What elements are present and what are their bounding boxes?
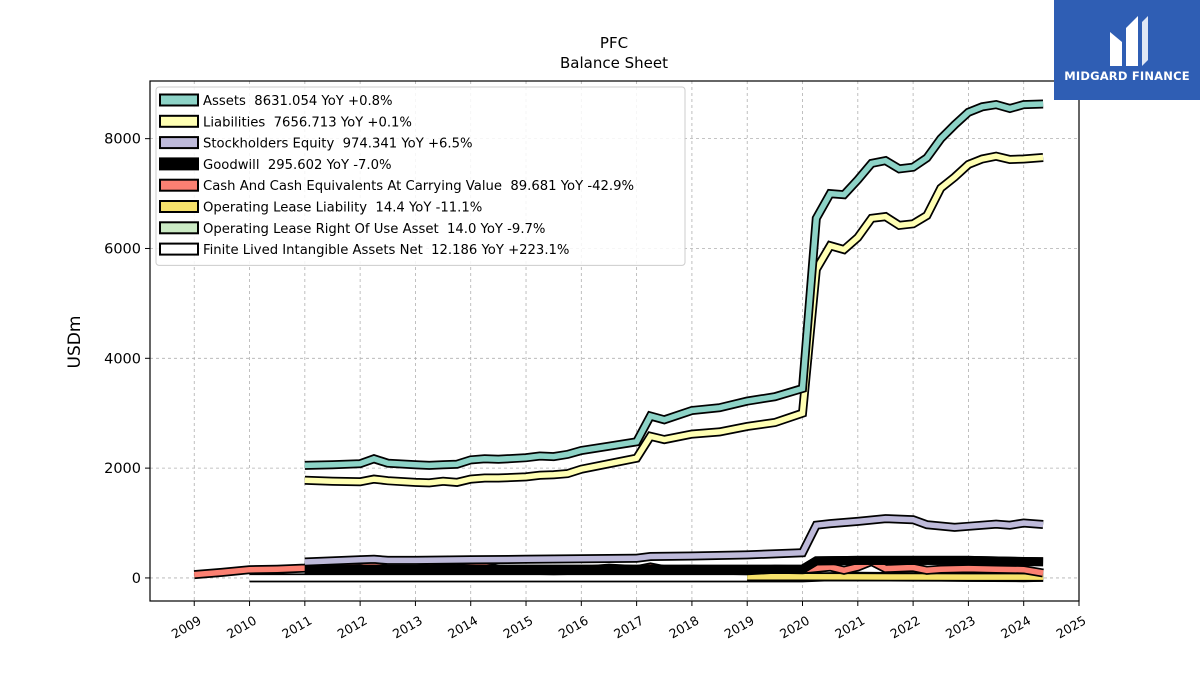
legend-swatch (159, 114, 199, 128)
legend-swatch (159, 178, 199, 192)
legend-label: Assets 8631.054 YoY +0.8% (203, 94, 393, 109)
chart-title: PFC (600, 34, 628, 52)
x-tick-label: 2013 (390, 613, 425, 642)
series-line (304, 99, 1044, 470)
y-axis-ticks: 0 2000 4000 6000 8000 (104, 132, 150, 587)
legend-swatch (159, 242, 199, 256)
legend: Assets 8631.054 YoY +0.8% Liabilities 765… (155, 86, 686, 266)
brand-name: MIDGARD FINANCE (1064, 69, 1190, 83)
x-tick-label: 2018 (666, 613, 701, 642)
x-tick-label: 2020 (777, 613, 812, 642)
x-tick-label: 2023 (943, 613, 978, 642)
x-tick-label: 2022 (888, 613, 923, 642)
series-line-fill (304, 515, 1044, 565)
legend-label: Stockholders Equity 974.341 YoY +6.5% (203, 137, 473, 152)
series-line-fill (304, 153, 1044, 486)
legend-box (155, 86, 686, 266)
y-tick-label: 8000 (104, 132, 141, 148)
legend-label: Operating Lease Right Of Use Asset 14.0 … (203, 222, 545, 237)
x-tick-label: 2011 (279, 613, 314, 642)
legend-label: Cash And Cash Equivalents At Carrying Va… (203, 179, 634, 194)
x-tick-label: 2012 (335, 613, 370, 642)
series-line-fill (304, 101, 1044, 469)
legend-label: Goodwill 295.602 YoY -7.0% (203, 158, 392, 173)
x-tick-label: 2010 (224, 613, 259, 642)
legend-label: Operating Lease Liability 14.4 YoY -11.1… (203, 201, 482, 216)
midgard-m-logo-icon (1110, 16, 1148, 66)
x-tick-label: 2014 (445, 613, 480, 642)
y-tick-label: 2000 (104, 461, 141, 477)
series-line (304, 555, 1044, 574)
chart-subtitle: Balance Sheet (560, 54, 668, 72)
legend-swatch (159, 157, 199, 171)
legend-swatch (159, 221, 199, 235)
plot-frame (149, 80, 1080, 602)
x-tick-label: 2021 (832, 613, 867, 642)
y-tick-label: 0 (132, 571, 141, 587)
x-axis-ticks: 2009 2010 2011 2012 2013 2014 2015 2016 2017 2018… (169, 601, 1089, 642)
legend-swatch (159, 93, 199, 107)
series-line (304, 514, 1044, 567)
y-tick-label: 6000 (104, 241, 141, 257)
y-axis-label: USDm (65, 316, 85, 369)
legend-swatch (159, 200, 199, 213)
x-tick-label: 2019 (722, 613, 757, 642)
x-tick-label: 2024 (998, 613, 1033, 642)
x-tick-label: 2017 (611, 613, 646, 642)
legend-swatch (159, 136, 199, 150)
series-line-fill (304, 555, 1044, 574)
y-tick-label: 4000 (104, 351, 141, 367)
x-tick-label: 2009 (169, 613, 204, 642)
x-tick-label: 2025 (1053, 613, 1088, 642)
series-layer (193, 99, 1044, 583)
brand-logo: MIDGARD FINANCE (1054, 0, 1200, 100)
legend-label: Liabilities 7656.713 YoY +0.1% (203, 115, 412, 130)
x-tick-label: 2016 (556, 613, 591, 642)
x-tick-label: 2015 (500, 613, 535, 642)
legend-label: Finite Lived Intangible Assets Net 12.18… (203, 243, 569, 258)
series-line (304, 151, 1044, 488)
